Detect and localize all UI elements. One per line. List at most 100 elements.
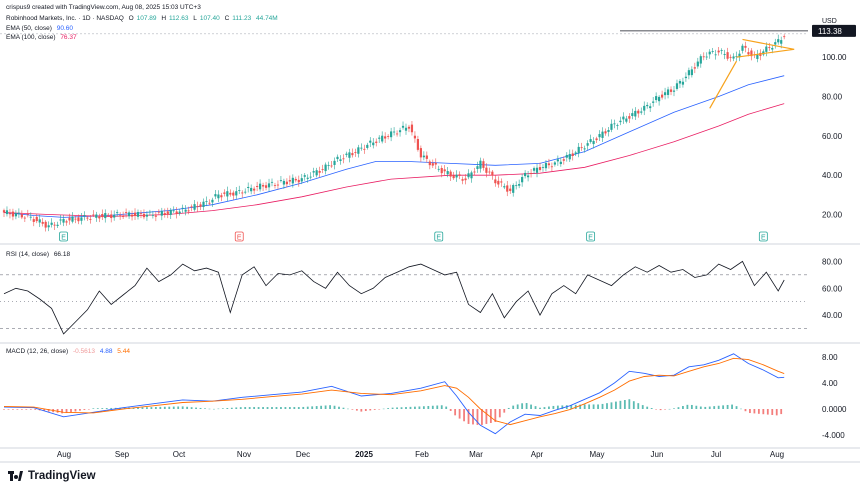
candle [20, 210, 23, 220]
ema100-legend[interactable]: EMA (100, close) 76.37 [6, 34, 80, 42]
candle-body [339, 159, 342, 161]
candle-body [366, 144, 369, 148]
candle-body [410, 124, 414, 133]
candle [253, 186, 256, 195]
candle-body [684, 76, 688, 79]
candle [184, 205, 187, 216]
macd-histogram-bar [498, 409, 501, 418]
macd-histogram-bar [726, 404, 729, 409]
candle [458, 171, 461, 180]
ema50-legend[interactable]: EMA (50, close) 90.60 [6, 25, 76, 33]
open-value: 107.89 [136, 15, 157, 22]
candle [56, 221, 59, 228]
macd-histogram-bar [677, 407, 680, 409]
candle [696, 57, 699, 69]
candle-body [696, 61, 699, 67]
candle-body [324, 164, 327, 172]
candle [681, 77, 685, 88]
candle [68, 213, 71, 225]
macd-histogram-bar [445, 406, 448, 409]
candle-body [41, 221, 44, 224]
time-tick-label: 2025 [355, 450, 373, 459]
macd-histogram-bar [561, 405, 564, 409]
candle [666, 86, 670, 99]
macd-histogram-bar [454, 409, 457, 416]
candle [229, 189, 232, 197]
macd-histogram-bar [70, 409, 72, 413]
macd-histogram-bar [623, 400, 626, 409]
candle [568, 149, 571, 162]
candle-body [26, 213, 29, 215]
candle [214, 189, 217, 200]
macd-histogram-bar [659, 409, 662, 411]
candle [273, 182, 277, 189]
candle [29, 212, 32, 221]
macd-histogram-bar [177, 406, 180, 409]
macd-legend[interactable]: MACD (12, 26, close) -0.5613 4.88 5.44 [6, 348, 133, 356]
candle [220, 192, 223, 202]
macd-histogram-bar [722, 405, 725, 409]
macd-histogram-bar [650, 408, 653, 409]
candle [77, 214, 80, 225]
macd-histogram-bar [610, 402, 613, 409]
candle [261, 182, 265, 192]
candle-body [634, 110, 637, 117]
macd-histogram-bar [213, 408, 215, 410]
candle [256, 181, 259, 192]
candle [232, 190, 235, 200]
candle-body [363, 148, 366, 150]
time-tick-label: May [589, 450, 604, 459]
macd-histogram-bar [740, 408, 742, 410]
macd-histogram-bar [364, 409, 367, 412]
ema100-line [3, 103, 785, 217]
tradingview-logo[interactable]: TradingView [8, 470, 96, 482]
candle-body [318, 170, 321, 173]
macd-histogram-bar [422, 406, 425, 409]
candle-body [217, 194, 220, 199]
earnings-marker-label: E [436, 235, 441, 242]
candle-body [538, 167, 542, 170]
candle [71, 212, 74, 224]
candle-body [68, 217, 71, 221]
candle [32, 216, 35, 227]
ema100-value: 76.37 [60, 34, 77, 41]
candle [467, 169, 470, 180]
macd-histogram-bar [360, 409, 363, 412]
candle-body [404, 127, 408, 131]
rsi-legend[interactable]: RSI (14, close) 66.18 [6, 251, 73, 259]
candle [738, 50, 741, 62]
candle-body [616, 125, 619, 127]
candle [354, 148, 357, 157]
macd-histogram-bar [315, 406, 318, 409]
macd-histogram-bar [257, 407, 260, 409]
candle-body [622, 116, 625, 120]
candle-body [315, 170, 318, 176]
triangle-pattern [736, 38, 795, 58]
macd-histogram-bar [230, 407, 233, 409]
candle-body [369, 140, 372, 143]
candle [744, 41, 747, 53]
macd-histogram-bar [253, 407, 256, 409]
symbol-title: Robinhood Markets, Inc. · 1D · NASDAQ [6, 15, 124, 22]
macd-histogram-bar [29, 409, 32, 410]
macd-histogram-bar [382, 408, 385, 410]
candle-body [53, 224, 56, 226]
candle [783, 34, 786, 40]
candle-body [104, 213, 107, 219]
candle [160, 207, 163, 221]
candle-body [619, 120, 622, 123]
candle-body [65, 221, 68, 223]
rsi-value: 66.18 [53, 251, 71, 258]
candle-body [592, 140, 595, 145]
macd-histogram-bar [440, 405, 443, 409]
candle [345, 151, 348, 158]
macd-histogram-bar [154, 406, 157, 409]
candle-body [509, 188, 512, 191]
candle [250, 184, 253, 195]
candle-body [586, 143, 589, 146]
ema100-label: EMA (100, close) [6, 34, 56, 41]
earnings-marker-box [586, 231, 596, 242]
candle-body [577, 146, 580, 153]
candle [616, 123, 619, 130]
